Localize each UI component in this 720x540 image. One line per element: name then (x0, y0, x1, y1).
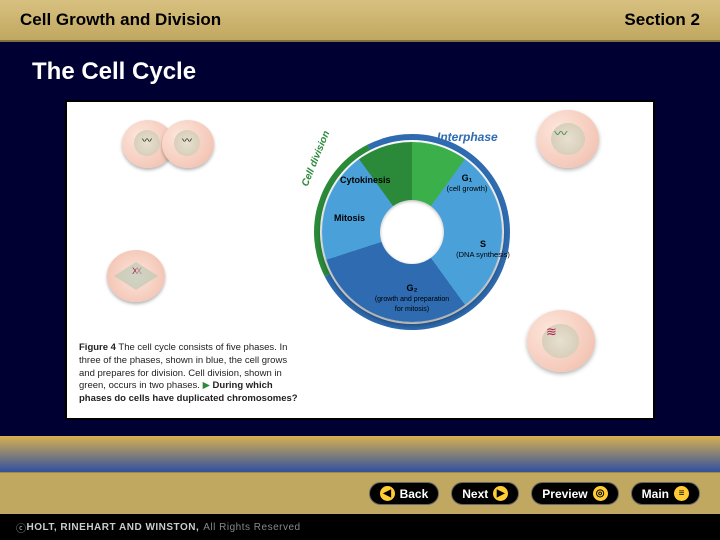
chapter-title: Cell Growth and Division (20, 10, 624, 30)
segment-g1-label: G₁ (462, 173, 473, 183)
interphase-label: Interphase (437, 130, 498, 144)
page-title: The Cell Cycle (32, 58, 196, 86)
slide: Cell Growth and Division Section 2 The C… (0, 0, 720, 540)
main-icon: ≡ (674, 486, 689, 501)
copyright-rights: All Rights Reserved (203, 522, 300, 533)
preview-icon: ◎ (593, 486, 608, 501)
cell-division-label: Cell division (300, 129, 332, 188)
next-icon: ▶ (493, 486, 508, 501)
nav-bar: ◀ Back Next ▶ Preview ◎ Main ≡ (0, 472, 720, 514)
main-label: Main (642, 487, 669, 501)
segment-g2-sub: (growth and preparation for mitosis) (375, 296, 449, 313)
back-button[interactable]: ◀ Back (369, 482, 440, 505)
question-marker-icon: ▶ (203, 380, 213, 391)
main-button[interactable]: Main ≡ (631, 482, 700, 505)
copyright-bar: ⓒ HOLT, RINEHART AND WINSTON, All Rights… (0, 514, 720, 540)
segment-mitosis: Mitosis (334, 214, 365, 224)
cell-illustration-g1: 〰 (537, 110, 599, 168)
figure-caption: Figure 4 The cell cycle consists of five… (79, 342, 299, 406)
next-button[interactable]: Next ▶ (451, 482, 519, 505)
pie-center (380, 200, 444, 264)
cell-illustration-mitosis: XX (107, 250, 165, 302)
segment-g2-label: G₂ (407, 283, 418, 293)
back-label: Back (400, 487, 429, 501)
gradient-strip (0, 436, 720, 472)
figure-number: Figure 4 (79, 342, 116, 353)
segment-g2: G₂ (growth and preparation for mitosis) (372, 284, 452, 314)
segment-s: S (DNA synthesis) (454, 240, 512, 260)
figure-area: 〰 〰 〰 ≋ XX Interphase Cell d (67, 102, 653, 418)
segment-cytokinesis: Cytokinesis (340, 176, 391, 186)
back-icon: ◀ (380, 486, 395, 501)
segment-g1: G₁ (cell growth) (442, 174, 492, 194)
preview-button[interactable]: Preview ◎ (531, 482, 618, 505)
segment-s-sub: (DNA synthesis) (456, 250, 510, 259)
section-label: Section 2 (624, 10, 700, 30)
preview-label: Preview (542, 487, 587, 501)
segment-g1-sub: (cell growth) (447, 184, 488, 193)
figure-panel: 〰 〰 〰 ≋ XX Interphase Cell d (65, 100, 655, 420)
copyright-icon: ⓒ (16, 520, 27, 535)
copyright-company: HOLT, RINEHART AND WINSTON, (27, 522, 200, 533)
header-bar: Cell Growth and Division Section 2 (0, 0, 720, 42)
segment-s-label: S (480, 239, 486, 249)
cell-illustration-g2: ≋ (527, 310, 595, 372)
next-label: Next (462, 487, 488, 501)
cell-cycle-pie: Interphase Cell division Cytokinesis G₁ … (302, 122, 522, 342)
